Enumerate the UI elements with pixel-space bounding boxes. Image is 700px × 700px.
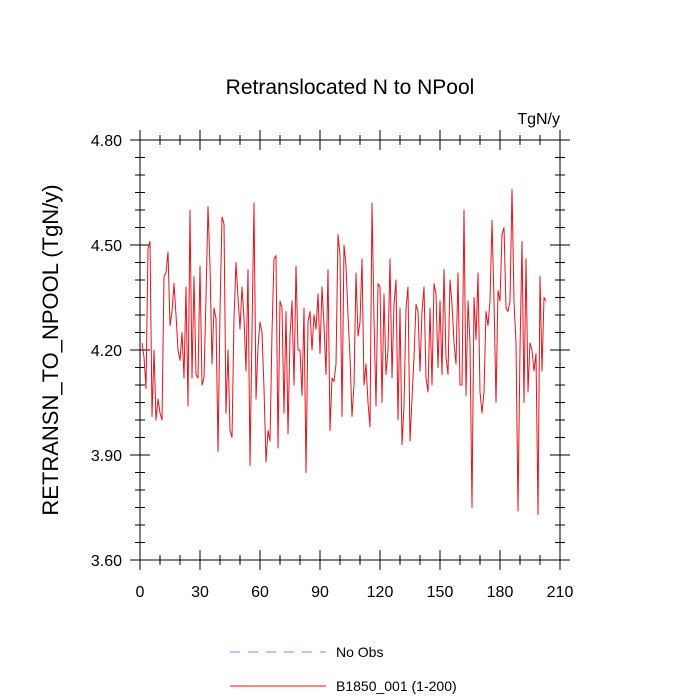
legend-label-b1850: B1850_001 (1-200) xyxy=(336,678,457,694)
x-tick-label: 0 xyxy=(136,584,145,601)
chart-title: Retranslocated N to NPool xyxy=(226,76,475,99)
y-tick-label: 3.90 xyxy=(91,448,122,465)
tick-labels: 0 30 60 90 120 150 180 210 3.60 3.90 4.20 4.50 4.80 xyxy=(91,133,574,601)
x-tick-label: 180 xyxy=(487,584,514,601)
x-tick-label: 210 xyxy=(547,584,574,601)
y-tick-label: 4.50 xyxy=(91,238,122,255)
x-tick-label: 90 xyxy=(311,584,329,601)
y-tick-label: 4.80 xyxy=(91,133,122,150)
series-line xyxy=(141,188,547,515)
x-tick-label: 150 xyxy=(427,584,454,601)
legend: No Obs B1850_001 (1-200) xyxy=(230,644,457,694)
series-layer xyxy=(141,188,547,515)
x-tick-label: 60 xyxy=(251,584,269,601)
y-axis-label: RETRANSN_TO_NPOOL (TgN/y) xyxy=(38,184,63,515)
x-tick-label: 120 xyxy=(367,584,394,601)
legend-label-no-obs: No Obs xyxy=(336,644,383,660)
y-tick-label: 3.60 xyxy=(91,553,122,570)
x-tick-label: 30 xyxy=(191,584,209,601)
units-label: TgN/y xyxy=(517,111,560,128)
plot-frame xyxy=(139,139,561,561)
y-tick-label: 4.20 xyxy=(91,343,122,360)
